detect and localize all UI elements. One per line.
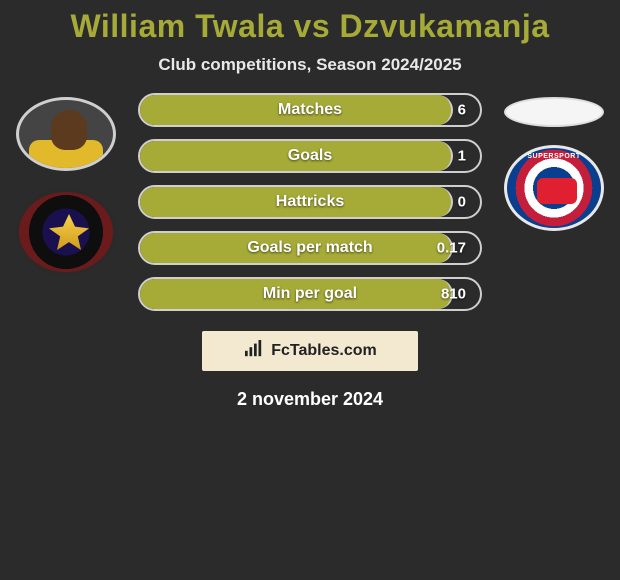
stat-row: Matches 6	[138, 93, 482, 127]
club-right-badge: SUPERSPORT	[504, 145, 604, 231]
stat-value: 810	[441, 286, 466, 303]
stats-column: Matches 6 Goals 1 Hattricks 0 Goals per match 0…	[126, 93, 494, 311]
left-column	[6, 93, 126, 275]
page-title: William Twala vs Dzvukamanja	[0, 8, 620, 45]
footer-brand-text: FcTables.com	[271, 342, 377, 360]
stat-label: Goals	[288, 147, 332, 165]
stat-label: Goals per match	[247, 239, 372, 257]
club-left-badge	[16, 189, 116, 275]
stat-row: Hattricks 0	[138, 185, 482, 219]
stat-row: Min per goal 810	[138, 277, 482, 311]
stat-label: Matches	[278, 101, 342, 119]
comparison-card: William Twala vs Dzvukamanja Club compet…	[0, 0, 620, 410]
player-right-avatar-placeholder	[504, 97, 604, 127]
stat-row: Goals 1	[138, 139, 482, 173]
stat-row: Goals per match 0.17	[138, 231, 482, 265]
right-column: SUPERSPORT	[494, 93, 614, 231]
player-left-avatar	[16, 97, 116, 171]
chart-icon	[243, 340, 265, 363]
club-right-ring-text: SUPERSPORT	[507, 153, 601, 160]
stat-label: Min per goal	[263, 285, 357, 303]
stat-value: 1	[458, 148, 466, 165]
page-subtitle: Club competitions, Season 2024/2025	[0, 55, 620, 75]
stat-label: Hattricks	[276, 193, 344, 211]
footer-brand-badge: FcTables.com	[202, 331, 418, 371]
date-text: 2 november 2024	[0, 389, 620, 410]
main-row: Matches 6 Goals 1 Hattricks 0 Goals per match 0…	[0, 93, 620, 311]
stat-value: 0	[458, 194, 466, 211]
stat-value: 6	[458, 102, 466, 119]
player-left-head	[51, 110, 87, 150]
stat-value: 0.17	[437, 240, 466, 257]
